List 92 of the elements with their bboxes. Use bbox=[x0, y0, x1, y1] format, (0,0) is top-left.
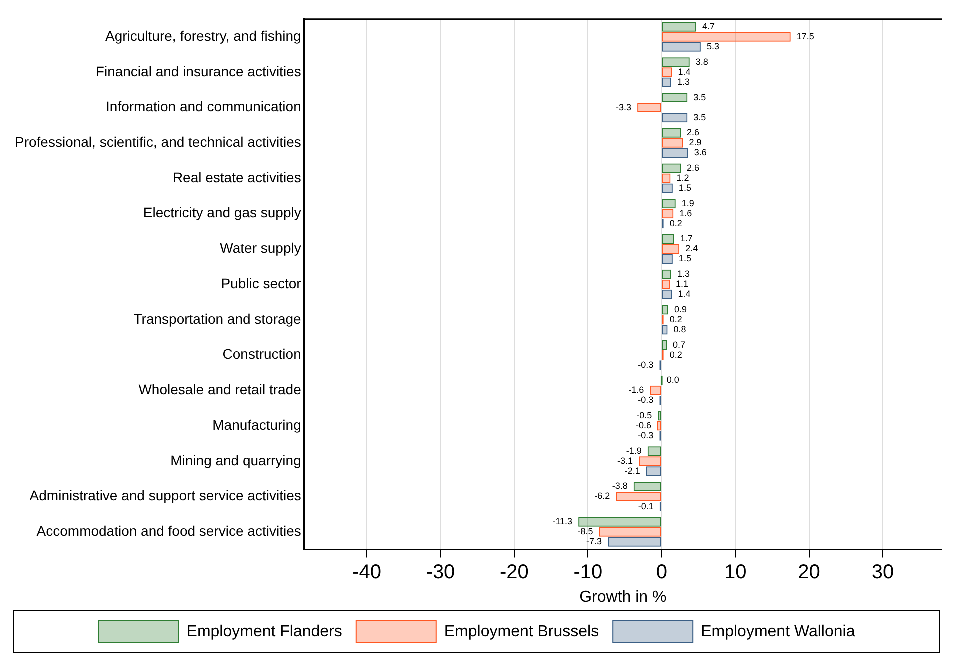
y-tick-label: Public sector bbox=[221, 275, 302, 292]
y-tick-label: Accommodation and food service activities bbox=[36, 522, 302, 539]
bar bbox=[616, 492, 662, 502]
y-tick-label: Water supply bbox=[220, 240, 302, 256]
legend-label: Employment Wallonia bbox=[701, 623, 856, 640]
data-label: 1.7 bbox=[680, 234, 693, 244]
bar bbox=[662, 22, 697, 32]
x-tick-label: -20 bbox=[500, 561, 529, 584]
bar bbox=[599, 527, 662, 537]
data-label: 2.4 bbox=[686, 244, 698, 254]
y-tick-label: Mining and quarrying bbox=[170, 452, 302, 468]
data-label: -8.5 bbox=[578, 526, 594, 537]
y-tick-label: Wholesale and retail trade bbox=[138, 382, 302, 398]
x-tick-label: 20 bbox=[798, 561, 820, 584]
bar bbox=[608, 537, 662, 547]
bar bbox=[634, 482, 662, 492]
y-tick-label: Real estate activities bbox=[172, 169, 302, 186]
data-label: -1.6 bbox=[628, 385, 644, 396]
data-label: 0.7 bbox=[673, 340, 686, 350]
bar bbox=[662, 128, 682, 138]
legend-label: Employment Brussels bbox=[444, 623, 600, 640]
data-label: 1.9 bbox=[682, 198, 694, 208]
data-label: 1.6 bbox=[680, 208, 692, 218]
data-label: 1.1 bbox=[676, 279, 689, 290]
x-tick-label: -10 bbox=[574, 561, 603, 584]
x-tick-label: -30 bbox=[426, 561, 456, 584]
data-label: 0.9 bbox=[674, 304, 688, 314]
bar bbox=[662, 58, 690, 68]
data-label: -0.3 bbox=[638, 360, 654, 370]
bar bbox=[639, 456, 662, 466]
bar bbox=[662, 340, 668, 350]
data-label: 17.5 bbox=[796, 32, 814, 42]
data-label: -2.1 bbox=[624, 466, 640, 476]
bar bbox=[662, 113, 688, 123]
bar bbox=[662, 93, 688, 103]
data-label: 3.8 bbox=[696, 56, 708, 67]
data-label: -0.3 bbox=[638, 430, 654, 441]
data-label: -3.3 bbox=[616, 102, 632, 112]
bar bbox=[662, 42, 701, 52]
data-label: -0.5 bbox=[636, 410, 652, 421]
data-label: 2.9 bbox=[689, 138, 702, 148]
data-label: -3.1 bbox=[618, 456, 634, 466]
x-axis-title: Growth in % bbox=[580, 588, 667, 606]
data-label: 0.8 bbox=[674, 324, 686, 334]
y-tick-label: Professional, scientific, and technical activities bbox=[15, 134, 302, 150]
data-label: 3.6 bbox=[694, 148, 707, 158]
y-tick-label: Electricity and gas supply bbox=[143, 204, 302, 221]
data-label: 1.5 bbox=[678, 254, 692, 264]
y-tick-label: Construction bbox=[222, 346, 302, 362]
data-label: 1.5 bbox=[678, 183, 692, 194]
y-tick-label: Manufacturing bbox=[212, 416, 302, 433]
data-label: -1.9 bbox=[626, 446, 642, 456]
legend-label: Employment Flanders bbox=[186, 623, 342, 640]
data-label: 5.3 bbox=[706, 42, 720, 52]
data-label: -0.1 bbox=[638, 501, 654, 512]
bar bbox=[638, 103, 662, 113]
y-tick-label: Transportation and storage bbox=[134, 310, 302, 327]
data-label: -3.8 bbox=[612, 481, 628, 492]
bar bbox=[662, 148, 688, 158]
x-tick-label: 0 bbox=[656, 561, 668, 584]
x-tick-label: 10 bbox=[724, 561, 747, 584]
data-label: 0.2 bbox=[670, 350, 682, 360]
bar bbox=[662, 32, 791, 42]
data-label: 1.4 bbox=[678, 66, 691, 77]
bar bbox=[662, 164, 682, 174]
data-label: 0.2 bbox=[670, 218, 682, 228]
data-label: -0.6 bbox=[636, 420, 652, 431]
bar bbox=[662, 138, 684, 148]
data-label: 1.2 bbox=[676, 173, 690, 184]
y-tick-label: Financial and insurance activities bbox=[96, 63, 302, 80]
bar bbox=[578, 517, 662, 527]
bar bbox=[662, 325, 668, 335]
data-label: -0.3 bbox=[638, 395, 654, 406]
y-tick-label: Information and communication bbox=[106, 98, 302, 115]
data-label: 3.5 bbox=[694, 92, 706, 102]
data-label: 1.3 bbox=[677, 269, 690, 280]
y-tick-label: Agriculture, forestry, and fishing bbox=[106, 28, 302, 44]
data-label: 0.2 bbox=[670, 314, 682, 324]
data-label: 4.7 bbox=[702, 22, 716, 32]
data-label: -6.2 bbox=[594, 491, 610, 502]
x-tick-label: -40 bbox=[352, 561, 382, 584]
data-label: -11.3 bbox=[552, 516, 573, 527]
data-label: 2.6 bbox=[687, 128, 700, 138]
data-label: 1.3 bbox=[677, 76, 690, 87]
x-tick-label: 30 bbox=[872, 561, 894, 584]
data-label: 3.5 bbox=[694, 112, 706, 122]
data-label: 0.0 bbox=[666, 375, 680, 386]
data-label: 1.4 bbox=[678, 289, 691, 300]
data-label: 2.6 bbox=[687, 162, 700, 173]
y-tick-label: Administrative and support service activities bbox=[30, 488, 302, 504]
bar bbox=[662, 244, 680, 254]
data-label: -7.3 bbox=[586, 536, 602, 547]
